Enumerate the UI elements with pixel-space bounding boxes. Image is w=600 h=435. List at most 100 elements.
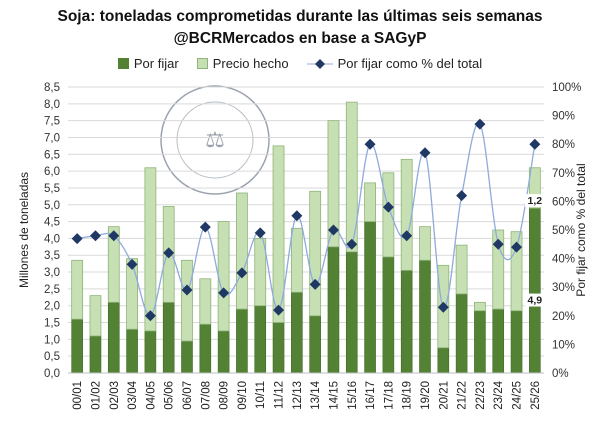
y2-tick-label: 60%: [552, 196, 575, 208]
bar-precio-hecho: [181, 259, 193, 342]
y-tick-label: 2,5: [44, 284, 60, 296]
x-tick-label: 10/11: [255, 381, 267, 409]
bar-precio-hecho: [107, 226, 120, 303]
bar-precio-hecho: [510, 231, 523, 312]
line-marker: [511, 241, 523, 253]
line-marker: [456, 190, 468, 202]
line-marker: [346, 238, 358, 250]
y-tick-label: 0,0: [44, 368, 60, 380]
bar-por-fijar: [437, 347, 450, 374]
bar-por-fijar: [181, 340, 193, 374]
x-tick-label: 08/09: [219, 381, 231, 410]
bar-precio-hecho: [144, 167, 157, 332]
legend-label: Precio hecho: [212, 56, 289, 71]
data-label-bg: [524, 194, 545, 208]
chart-title: Soja: toneladas comprometidas durante la…: [57, 8, 543, 25]
x-tick-label: 03/04: [127, 380, 139, 409]
bar-precio-hecho: [217, 221, 230, 332]
data-label-por-fijar: 4,9: [528, 295, 543, 307]
x-tick-label: 18/19: [402, 381, 414, 410]
bar-por-fijar: [492, 308, 505, 374]
line-marker: [89, 230, 101, 242]
y-tick-label: 2,0: [44, 301, 60, 313]
bar-precio-hecho: [309, 190, 322, 317]
legend-line-marker-icon: [306, 58, 333, 69]
legend-item-pct: Por fijar como % del total: [306, 56, 482, 71]
bar-precio-hecho: [400, 158, 413, 271]
data-label-precio-hecho: 1,2: [528, 195, 543, 207]
y-tick-label: 8,0: [44, 99, 60, 111]
bar-por-fijar: [236, 308, 248, 374]
y2-tick-label: 40%: [552, 254, 575, 266]
bar-por-fijar: [254, 305, 267, 374]
y-tick-label: 5,0: [44, 200, 60, 212]
x-tick-label: 05/06: [164, 381, 176, 410]
x-tick-label: 17/18: [383, 381, 395, 410]
bar-precio-hecho: [492, 229, 505, 310]
x-tick-label: 21/22: [457, 381, 469, 410]
x-tick-label: 15/16: [347, 381, 359, 410]
line-marker: [181, 284, 193, 296]
y-tick-label: 0,5: [44, 351, 60, 363]
legend-swatch: [117, 58, 129, 69]
legend-swatch: [196, 58, 208, 69]
bar-precio-hecho: [236, 192, 248, 310]
legend-label: Por fijar: [133, 56, 179, 71]
y2-tick-label: 0%: [552, 368, 569, 380]
bar-por-fijar: [309, 315, 321, 374]
chart-subtitle: @BCRMercados en base a SAGyP: [173, 30, 427, 47]
bar-precio-hecho: [364, 182, 376, 222]
bar-precio-hecho: [89, 295, 102, 337]
line-marker: [291, 210, 303, 222]
bar-precio-hecho: [382, 172, 395, 258]
bar-por-fijar: [345, 251, 358, 374]
legend: Por fijar Precio hecho Por fijar como % …: [0, 56, 600, 71]
y-tick-label: 6,5: [44, 149, 60, 161]
bar-precio-hecho: [254, 238, 267, 307]
x-tick-label: 09/10: [237, 381, 249, 410]
bar-por-fijar: [382, 256, 395, 374]
watermark-emblem: ⚖: [205, 127, 225, 152]
bar-precio-hecho: [455, 244, 468, 295]
bar-por-fijar: [529, 207, 541, 374]
y2-tick-label: 30%: [552, 282, 575, 294]
line-marker: [126, 258, 138, 270]
bar-por-fijar: [89, 335, 102, 374]
x-tick-label: 11/12: [274, 381, 286, 409]
x-tick-label: 20/21: [438, 381, 450, 410]
y-tick-label: 1,5: [44, 318, 60, 330]
y-tick-label: 3,5: [44, 250, 60, 262]
x-tick-label: 13/14: [310, 380, 322, 409]
legend-item-por-fijar: Por fijar: [117, 56, 179, 71]
bar-precio-hecho: [345, 101, 358, 253]
x-tick-label: 02/03: [109, 381, 121, 410]
y2-axis-title: Por fijar como % del total: [574, 163, 588, 296]
y2-tick-label: 70%: [552, 168, 575, 180]
bar-por-fijar: [162, 302, 175, 374]
y-tick-label: 4,5: [44, 217, 60, 229]
data-label-bg: [524, 293, 545, 307]
line-marker: [163, 247, 175, 259]
bar-precio-hecho: [126, 258, 138, 330]
bar-precio-hecho: [290, 227, 303, 293]
line-marker: [71, 233, 83, 245]
line-marker: [236, 267, 248, 279]
line-marker: [218, 287, 230, 299]
y-tick-label: 3,0: [44, 267, 60, 279]
bar-precio-hecho: [327, 120, 340, 248]
line-marker: [364, 138, 376, 150]
y2-tick-label: 100%: [552, 82, 581, 94]
x-tick-label: 24/25: [512, 381, 524, 410]
line-marker: [474, 118, 486, 130]
x-tick-label: 07/08: [200, 381, 212, 410]
x-tick-label: 12/13: [292, 381, 304, 410]
y2-tick-label: 90%: [552, 111, 575, 123]
x-tick-label: 22/23: [475, 381, 487, 410]
y-tick-label: 7,5: [44, 116, 60, 128]
y-axis-title: Millones de toneladas: [17, 172, 31, 288]
line-marker: [327, 224, 339, 236]
line-marker: [254, 227, 266, 239]
line-marker: [144, 310, 156, 322]
